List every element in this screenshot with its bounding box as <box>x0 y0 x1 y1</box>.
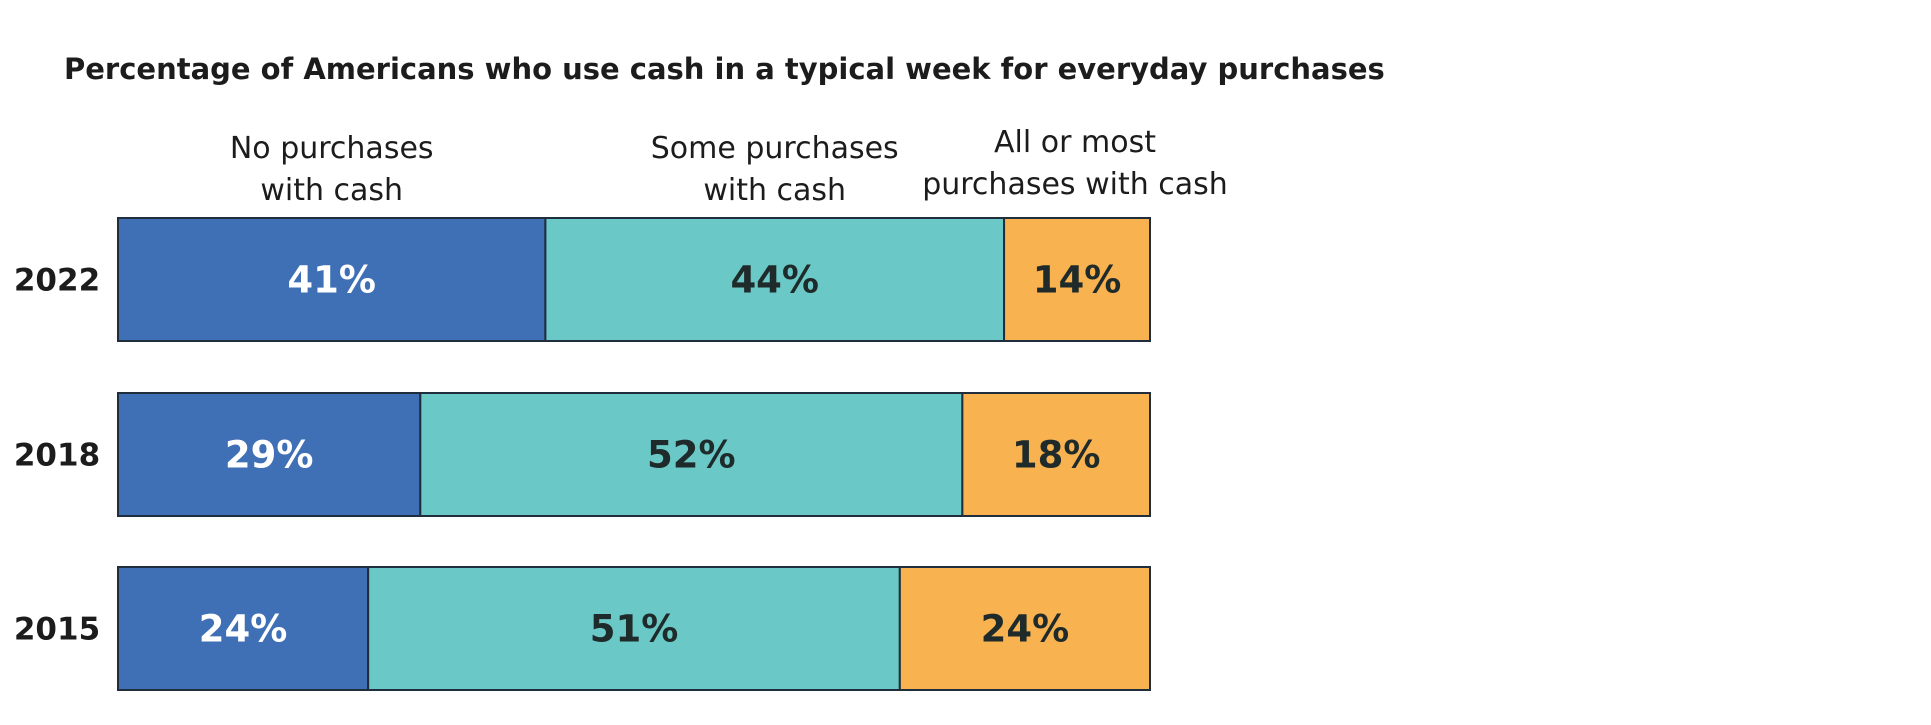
value-label-2022-3: 14% <box>1033 259 1122 302</box>
legend-label-2-line-2: with cash <box>703 173 846 208</box>
year-label-2018: 2018 <box>14 438 100 474</box>
value-label-2015-1: 24% <box>199 608 288 651</box>
legend-label-3-line-2: purchases with cash <box>922 167 1228 202</box>
value-label-2018-2: 52% <box>647 434 736 477</box>
value-label-2018-3: 18% <box>1012 434 1101 477</box>
bar-segment-2022-1 <box>117 217 547 342</box>
bars: 2022 41% 44% 14% 2018 29% 52% 18% 2015 24% 51% 24% <box>14 217 1152 691</box>
legend-label-1-line-1: No purchases <box>230 131 434 166</box>
legend-label-3-line-1: All or most <box>994 125 1156 160</box>
bar-segment-2018-3 <box>961 392 1152 517</box>
bar-segment-2018-1 <box>117 392 422 517</box>
legend-label-1-line-2: with cash <box>260 173 403 208</box>
year-label-2015: 2015 <box>14 612 100 648</box>
chart-title: Percentage of Americans who use cash in … <box>64 52 1385 86</box>
bar-segment-2022-2 <box>544 217 1006 342</box>
bar-segment-2015-3 <box>898 566 1151 691</box>
value-label-2022-2: 44% <box>730 259 819 302</box>
value-label-2022-1: 41% <box>287 259 376 302</box>
value-label-2018-1: 29% <box>225 434 314 477</box>
value-label-2015-2: 51% <box>590 608 679 651</box>
year-label-2022: 2022 <box>14 263 100 299</box>
value-label-2015-3: 24% <box>981 608 1070 651</box>
bar-segment-2018-2 <box>419 392 964 517</box>
legend: No purchases with cash Some purchases with … <box>230 125 1228 208</box>
bar-segment-2015-1 <box>117 566 370 691</box>
bar-segment-2022-3 <box>1003 217 1151 342</box>
legend-label-2-line-1: Some purchases <box>651 131 899 166</box>
